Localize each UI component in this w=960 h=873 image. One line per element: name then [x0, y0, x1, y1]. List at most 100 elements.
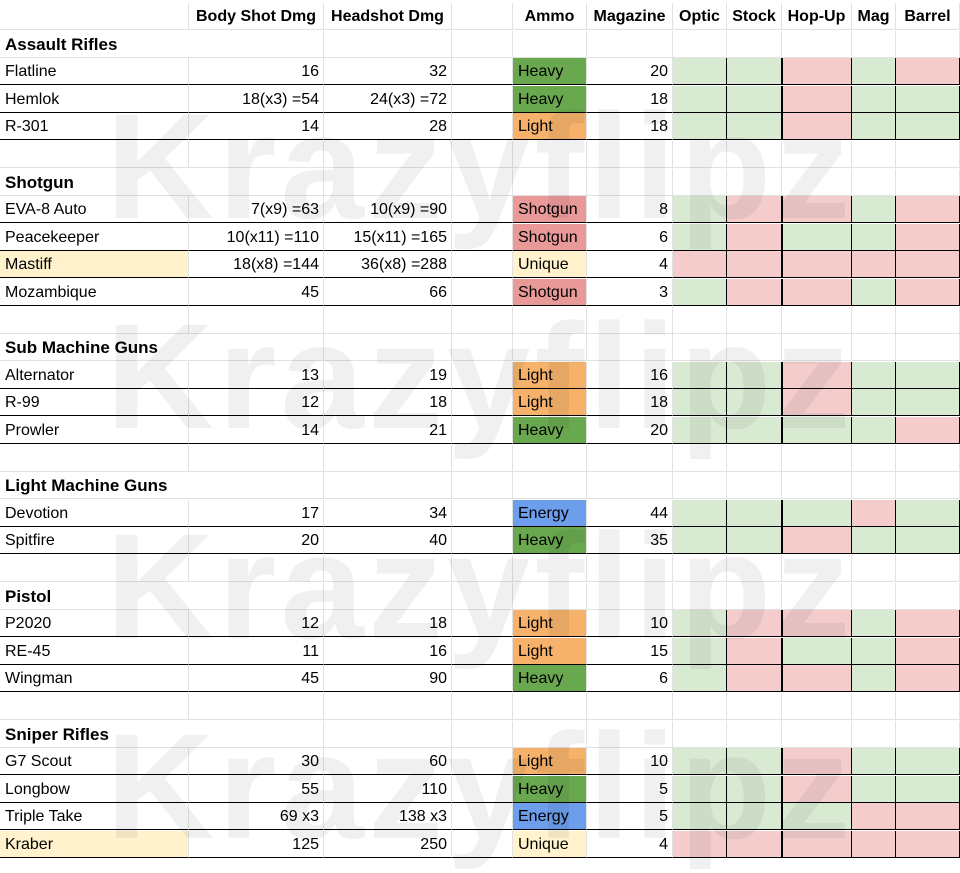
empty-cell[interactable] — [673, 445, 727, 472]
empty-cell[interactable] — [452, 610, 513, 637]
ammo-cell[interactable]: Heavy — [513, 86, 587, 113]
stock-slot-cell[interactable] — [727, 748, 782, 775]
empty-cell[interactable] — [189, 472, 324, 499]
headshot-cell[interactable]: 28 — [324, 113, 452, 140]
barrel-slot-cell[interactable] — [896, 417, 960, 444]
optic-slot-cell[interactable] — [673, 196, 727, 223]
ammo-cell[interactable]: Light — [513, 362, 587, 389]
stock-slot-cell[interactable] — [727, 389, 782, 416]
empty-cell[interactable] — [896, 141, 960, 168]
mag-slot-cell[interactable] — [852, 86, 896, 113]
empty-cell[interactable] — [587, 307, 673, 334]
ammo-cell[interactable]: Heavy — [513, 776, 587, 803]
barrel-slot-cell[interactable] — [896, 610, 960, 637]
body-shot-cell[interactable]: 13 — [189, 362, 324, 389]
stock-slot-cell[interactable] — [727, 113, 782, 140]
barrel-slot-cell[interactable] — [896, 86, 960, 113]
ammo-cell[interactable]: Unique — [513, 251, 587, 278]
weapon-name-cell[interactable]: Alternator — [0, 362, 189, 389]
empty-cell[interactable] — [587, 583, 673, 610]
magazine-cell[interactable]: 6 — [587, 224, 673, 251]
empty-cell[interactable] — [896, 445, 960, 472]
empty-cell[interactable] — [587, 721, 673, 748]
ammo-cell[interactable]: Heavy — [513, 665, 587, 692]
empty-cell[interactable] — [852, 555, 896, 582]
empty-cell[interactable] — [324, 141, 452, 168]
ammo-cell[interactable]: Energy — [513, 803, 587, 830]
column-header[interactable]: Hop-Up — [782, 3, 852, 30]
empty-cell[interactable] — [896, 472, 960, 499]
ammo-cell[interactable]: Light — [513, 389, 587, 416]
stock-slot-cell[interactable] — [727, 638, 782, 665]
empty-cell[interactable] — [513, 445, 587, 472]
ammo-cell[interactable]: Heavy — [513, 527, 587, 554]
magazine-cell[interactable]: 8 — [587, 196, 673, 223]
empty-cell[interactable] — [587, 472, 673, 499]
barrel-slot-cell[interactable] — [896, 279, 960, 306]
stock-slot-cell[interactable] — [727, 665, 782, 692]
headshot-cell[interactable]: 60 — [324, 748, 452, 775]
hopup-slot-cell[interactable] — [782, 86, 852, 113]
category-title[interactable]: Shotgun — [0, 169, 189, 196]
stock-slot-cell[interactable] — [727, 58, 782, 85]
ammo-cell[interactable]: Light — [513, 113, 587, 140]
optic-slot-cell[interactable] — [673, 417, 727, 444]
magazine-cell[interactable]: 4 — [587, 251, 673, 278]
empty-cell[interactable] — [852, 693, 896, 720]
ammo-cell[interactable]: Shotgun — [513, 224, 587, 251]
empty-cell[interactable] — [673, 472, 727, 499]
body-shot-cell[interactable]: 125 — [189, 831, 324, 858]
ammo-cell[interactable]: Shotgun — [513, 196, 587, 223]
headshot-cell[interactable]: 36(x8) =288 — [324, 251, 452, 278]
empty-cell[interactable] — [452, 693, 513, 720]
barrel-slot-cell[interactable] — [896, 776, 960, 803]
empty-cell[interactable] — [852, 334, 896, 361]
empty-cell[interactable] — [0, 445, 189, 472]
magazine-cell[interactable]: 44 — [587, 500, 673, 527]
ammo-cell[interactable]: Unique — [513, 831, 587, 858]
empty-cell[interactable] — [452, 279, 513, 306]
magazine-cell[interactable]: 10 — [587, 748, 673, 775]
magazine-cell[interactable]: 4 — [587, 831, 673, 858]
empty-cell[interactable] — [189, 445, 324, 472]
hopup-slot-cell[interactable] — [782, 776, 852, 803]
empty-cell[interactable] — [324, 472, 452, 499]
empty-cell[interactable] — [587, 693, 673, 720]
mag-slot-cell[interactable] — [852, 610, 896, 637]
empty-cell[interactable] — [852, 721, 896, 748]
empty-cell[interactable] — [452, 776, 513, 803]
empty-cell[interactable] — [452, 389, 513, 416]
category-title[interactable]: Sub Machine Guns — [0, 334, 189, 361]
empty-cell[interactable] — [452, 86, 513, 113]
body-shot-cell[interactable]: 30 — [189, 748, 324, 775]
mag-slot-cell[interactable] — [852, 500, 896, 527]
empty-cell[interactable] — [896, 307, 960, 334]
magazine-cell[interactable]: 15 — [587, 638, 673, 665]
hopup-slot-cell[interactable] — [782, 610, 852, 637]
mag-slot-cell[interactable] — [852, 527, 896, 554]
hopup-slot-cell[interactable] — [782, 665, 852, 692]
empty-cell[interactable] — [673, 169, 727, 196]
hopup-slot-cell[interactable] — [782, 251, 852, 278]
empty-cell[interactable] — [189, 169, 324, 196]
barrel-slot-cell[interactable] — [896, 362, 960, 389]
magazine-cell[interactable]: 18 — [587, 389, 673, 416]
magazine-cell[interactable]: 5 — [587, 803, 673, 830]
barrel-slot-cell[interactable] — [896, 500, 960, 527]
empty-cell[interactable] — [513, 472, 587, 499]
magazine-cell[interactable]: 20 — [587, 417, 673, 444]
optic-slot-cell[interactable] — [673, 362, 727, 389]
empty-cell[interactable] — [513, 334, 587, 361]
empty-cell[interactable] — [452, 638, 513, 665]
optic-slot-cell[interactable] — [673, 831, 727, 858]
magazine-cell[interactable]: 20 — [587, 58, 673, 85]
empty-cell[interactable] — [189, 31, 324, 58]
empty-cell[interactable] — [852, 169, 896, 196]
empty-cell[interactable] — [0, 693, 189, 720]
mag-slot-cell[interactable] — [852, 776, 896, 803]
empty-cell[interactable] — [727, 693, 782, 720]
body-shot-cell[interactable]: 17 — [189, 500, 324, 527]
stock-slot-cell[interactable] — [727, 500, 782, 527]
empty-cell[interactable] — [782, 307, 852, 334]
empty-cell[interactable] — [782, 583, 852, 610]
